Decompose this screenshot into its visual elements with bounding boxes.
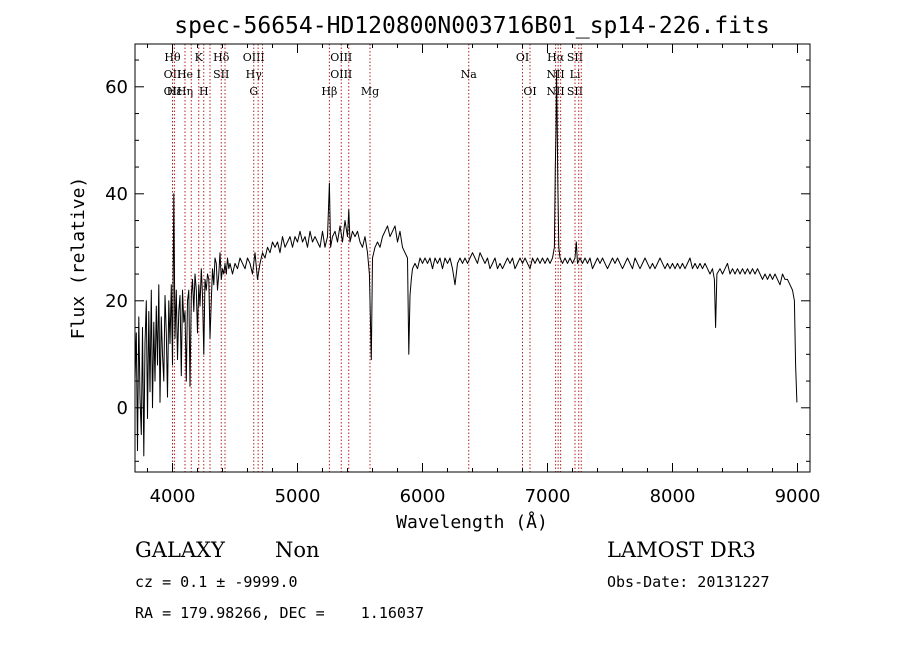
survey-name: LAMOST DR3	[607, 538, 756, 562]
plot-frame	[134, 43, 811, 473]
line-label: OIII	[330, 51, 352, 64]
line-label: Na	[461, 68, 478, 81]
redshift-readout: cz = 0.1 ± -9999.0	[135, 573, 298, 591]
y-tick-label: 0	[117, 398, 128, 419]
line-label: Hε	[167, 85, 183, 98]
x-tick-label: 8000	[650, 486, 696, 507]
y-tick-label: 40	[105, 184, 128, 205]
x-tick-label: 5000	[275, 486, 321, 507]
y-axis-label: Flux (relative)	[68, 177, 89, 340]
line-label: SII	[567, 51, 583, 64]
axis-ticks: 4000 5000 6000 7000 8000 9000 0 20 40 60	[105, 44, 820, 507]
line-label: OI	[516, 51, 529, 64]
line-label: G	[249, 85, 258, 98]
line-label: K	[195, 51, 204, 64]
line-label: SII	[213, 68, 229, 81]
spectrum-series	[134, 70, 798, 457]
line-label: OII	[164, 85, 182, 98]
line-label: OI	[523, 85, 536, 98]
line-label: Hθ	[164, 51, 181, 64]
observation-date: Obs-Date: 20131227	[607, 573, 770, 591]
x-tick-label: 9000	[775, 486, 821, 507]
x-tick-label: 7000	[525, 486, 571, 507]
x-axis-label: Wavelength (Å)	[396, 511, 548, 533]
coordinates-readout: RA = 179.98266, DEC = 1.16037	[135, 604, 424, 622]
line-label: Hη	[177, 85, 193, 98]
line-label: Mg	[361, 85, 379, 98]
object-subclass: Non	[275, 538, 320, 562]
line-label: Hα	[547, 51, 565, 64]
y-tick-label: 20	[105, 291, 128, 312]
object-class: GALAXY	[135, 538, 225, 562]
y-tick-label: 60	[105, 77, 128, 98]
line-label: He	[177, 68, 193, 81]
line-label: Li	[570, 68, 581, 81]
line-label: Hδ	[213, 51, 230, 64]
line-label: NII	[546, 68, 564, 81]
spectrum-line	[134, 70, 798, 457]
line-label: I	[197, 68, 201, 81]
line-label: NII	[546, 85, 564, 98]
chart-title: spec-56654-HD120800N003716B01_sp14-226.f…	[174, 13, 769, 39]
line-label: OIII	[330, 68, 352, 81]
line-label: H	[199, 85, 209, 98]
line-label: OII	[164, 68, 182, 81]
x-tick-label: 6000	[400, 486, 446, 507]
line-label: SII	[567, 85, 583, 98]
x-tick-label: 4000	[150, 486, 196, 507]
line-label: OIII	[243, 51, 265, 64]
line-label: Hγ	[246, 68, 263, 81]
line-label: Hβ	[321, 85, 337, 98]
